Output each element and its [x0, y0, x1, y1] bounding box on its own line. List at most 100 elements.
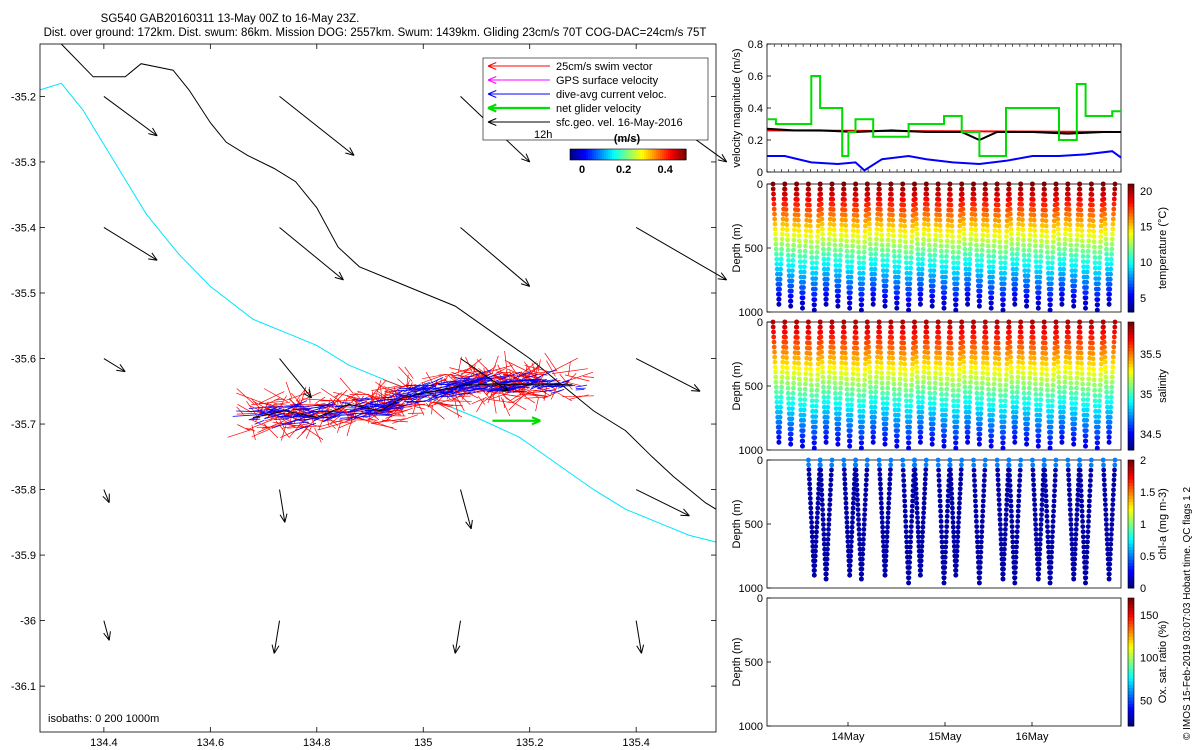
profile-point — [1032, 361, 1037, 366]
profile-point — [1028, 222, 1033, 228]
profile-point — [807, 202, 812, 208]
profile-point — [885, 515, 891, 520]
profile-point — [1085, 524, 1091, 529]
profile-point — [938, 248, 944, 254]
profile-point — [978, 401, 984, 406]
profile-point — [919, 539, 925, 544]
profile-point — [853, 467, 859, 473]
profile-point — [1066, 207, 1072, 212]
profile-point — [1089, 335, 1095, 341]
profile-point — [847, 443, 853, 449]
profile-point — [865, 329, 871, 335]
profile-point — [938, 371, 943, 377]
profile-point — [1085, 264, 1090, 270]
profile-point — [915, 379, 920, 385]
profile-point — [1037, 546, 1043, 552]
swim-vector — [514, 383, 535, 395]
profile-point — [1095, 435, 1101, 440]
profile-point — [833, 396, 839, 401]
profile-point — [923, 462, 929, 468]
profile-point — [809, 524, 815, 530]
depth-axis-label: Depth (m) — [731, 224, 743, 273]
profile-point — [1080, 254, 1086, 259]
profile-point — [807, 481, 812, 487]
profile-point — [1071, 431, 1077, 437]
profile-point — [912, 181, 917, 187]
profile-point — [879, 247, 885, 253]
profile-point — [886, 355, 892, 361]
profile-point — [986, 402, 992, 408]
profile-point — [869, 266, 874, 272]
profile-point — [830, 340, 836, 345]
profile-point — [1091, 228, 1096, 234]
profile-point — [1007, 473, 1012, 478]
profile-point — [821, 266, 827, 272]
profile-point — [819, 354, 825, 360]
profile-point — [1050, 519, 1056, 524]
profile-point — [971, 462, 977, 468]
colorbar-cell — [1128, 517, 1134, 522]
current-vector — [339, 415, 372, 419]
profile-point — [942, 417, 948, 423]
profile-point — [1007, 467, 1012, 473]
profile-point — [808, 372, 814, 377]
colorbar-cell — [1128, 678, 1134, 682]
profile-point — [1087, 493, 1093, 499]
profile-point — [818, 334, 824, 340]
swim-vector — [370, 422, 394, 429]
profile-point — [971, 467, 977, 473]
profile-point — [855, 234, 861, 239]
current-vector — [265, 407, 275, 412]
profile-point — [1108, 537, 1114, 542]
profile-point — [847, 305, 853, 311]
profile-point — [845, 397, 850, 402]
profile-point — [863, 492, 868, 498]
profile-point — [1069, 532, 1074, 537]
colorbar-cell — [1128, 636, 1134, 641]
profile-point — [780, 226, 785, 232]
profile-point — [1089, 457, 1094, 463]
profile-point — [884, 406, 890, 411]
profile-point — [930, 293, 936, 299]
profile-point — [1044, 503, 1049, 509]
profile-point — [856, 517, 861, 522]
profile-point — [963, 404, 969, 410]
profile-point — [874, 236, 879, 242]
profile-point — [1051, 361, 1057, 367]
swim-vector — [471, 396, 487, 405]
profile-point — [838, 242, 844, 248]
profile-point — [1033, 381, 1038, 387]
profile-point — [1030, 319, 1035, 325]
swim-vector — [376, 394, 381, 406]
profile-point — [789, 273, 795, 279]
profile-point — [877, 186, 882, 192]
swim-vector — [436, 401, 463, 418]
swim-vector — [298, 410, 306, 421]
colorbar-cell — [1128, 687, 1134, 692]
colorbar-cell — [1128, 392, 1134, 397]
profile-point — [919, 419, 924, 425]
profile-point — [907, 560, 912, 565]
profile-point — [859, 566, 865, 572]
profile-point — [913, 354, 919, 360]
profile-point — [842, 345, 848, 351]
current-vector — [462, 382, 474, 384]
profile-point — [997, 372, 1002, 377]
profile-point — [821, 394, 827, 400]
swim-vector — [258, 400, 273, 407]
current-vector — [395, 392, 418, 397]
profile-point — [843, 228, 849, 234]
profile-point — [1102, 221, 1108, 227]
profile-point — [950, 255, 956, 260]
profile-point — [883, 421, 889, 427]
profile-point — [992, 361, 998, 366]
profile-point — [982, 181, 988, 187]
swim-vector — [451, 375, 484, 378]
profile-point — [809, 534, 815, 540]
profile-point — [838, 385, 843, 391]
profile-point — [842, 476, 848, 482]
colorbar-cell — [1128, 395, 1134, 400]
profile-point — [950, 520, 956, 525]
profile-point — [982, 467, 988, 473]
profile-point — [1069, 537, 1075, 542]
